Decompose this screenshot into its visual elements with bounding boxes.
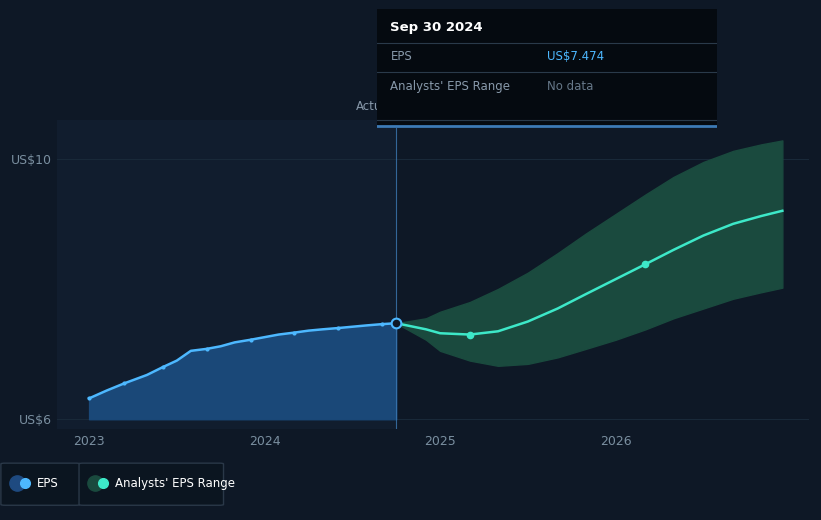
Text: EPS: EPS	[391, 50, 412, 63]
FancyBboxPatch shape	[79, 463, 223, 505]
Text: EPS: EPS	[37, 477, 59, 490]
Text: No data: No data	[547, 81, 593, 94]
Bar	[57, 120, 397, 429]
Text: Analysts' EPS Range: Analysts' EPS Range	[115, 477, 235, 490]
Text: Actual: Actual	[355, 100, 392, 113]
Text: Sep 30 2024: Sep 30 2024	[391, 21, 483, 34]
Text: Analysts' EPS Range: Analysts' EPS Range	[391, 81, 511, 94]
Text: US$7.474: US$7.474	[547, 50, 604, 63]
FancyBboxPatch shape	[1, 463, 80, 505]
Text: Analysts Forecasts: Analysts Forecasts	[400, 100, 510, 113]
